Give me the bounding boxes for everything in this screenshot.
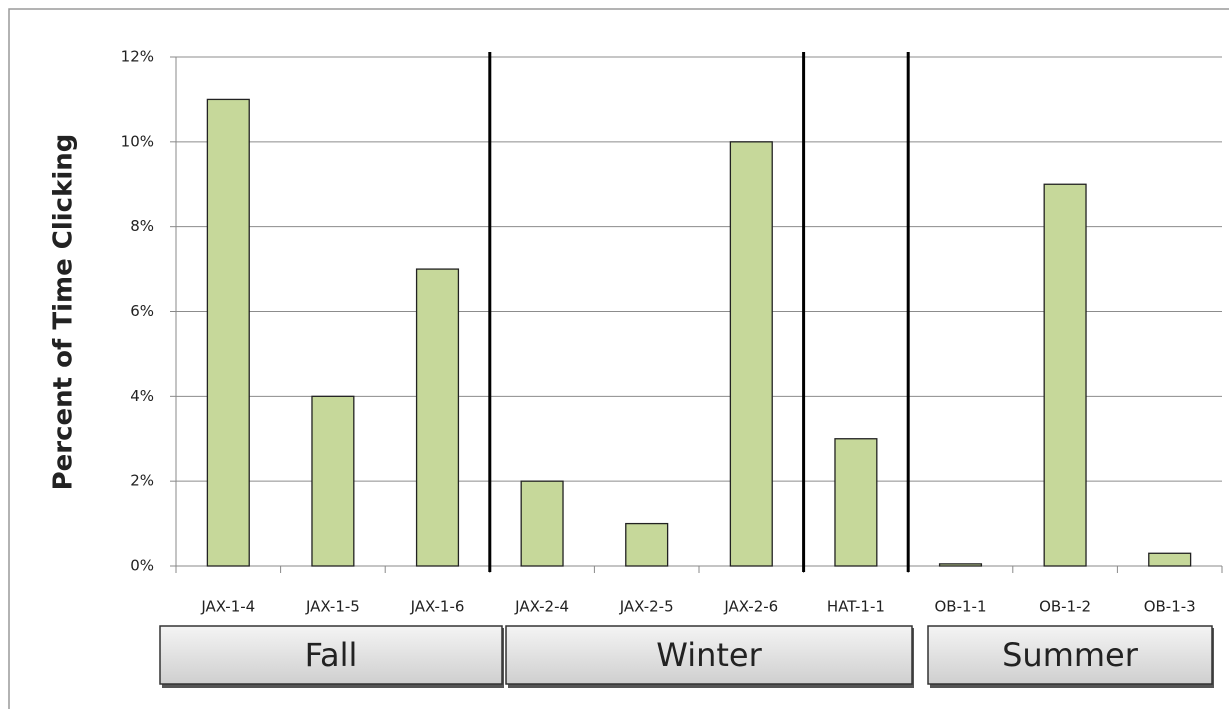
x-tick-label: OB-1-2 [1039, 598, 1091, 616]
x-tick-label: JAX-2-6 [723, 598, 778, 616]
bar [311, 395, 355, 567]
y-tick-label: 0% [130, 557, 154, 575]
group-box [927, 625, 1213, 685]
x-tick-label: JAX-1-6 [410, 598, 465, 616]
group-label: Summer [1002, 636, 1139, 674]
group-box [505, 625, 913, 685]
bar [729, 141, 773, 567]
x-tick-label: OB-1-1 [934, 598, 986, 616]
x-tick-label: JAX-2-4 [514, 598, 569, 616]
bar [938, 563, 983, 567]
x-tick-label: JAX-2-5 [619, 598, 674, 616]
frame [8, 8, 1229, 709]
y-tick-label: 8% [130, 217, 154, 235]
bar [520, 480, 564, 567]
y-tick-label: 4% [130, 387, 154, 405]
y-tick-label: 2% [130, 472, 154, 490]
bar [1148, 552, 1192, 567]
group-box [159, 625, 503, 685]
bar [1043, 183, 1087, 567]
group-label: Fall [305, 636, 358, 674]
bar [834, 438, 878, 567]
bar [415, 268, 460, 567]
y-tick-label: 6% [130, 302, 154, 320]
x-tick-label: OB-1-3 [1144, 598, 1196, 616]
y-axis-title: Percent of Time Clicking [49, 134, 79, 491]
bar [206, 98, 250, 567]
group-label: Winter [656, 636, 762, 674]
x-tick-label: JAX-1-4 [200, 598, 255, 616]
y-tick-label: 12% [121, 48, 154, 66]
bar [625, 522, 669, 567]
x-tick-label: HAT-1-1 [827, 598, 885, 616]
y-tick-label: 10% [121, 132, 154, 150]
x-tick-label: JAX-1-5 [305, 598, 360, 616]
